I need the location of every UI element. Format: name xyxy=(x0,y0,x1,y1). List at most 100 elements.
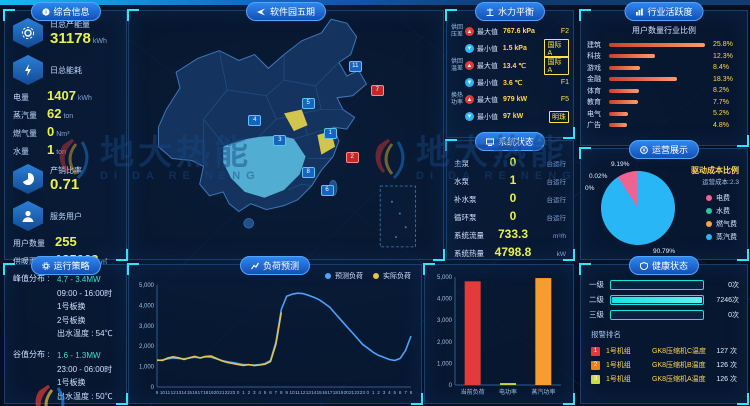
hydraulic-title-pill[interactable]: 水力平衡 xyxy=(474,2,546,21)
panel-strategy: 运行策略 峰值分布 : 4.7 - 3.4MW 09:00 - 16:00时 1号板换… xyxy=(3,256,128,405)
hydraulic-kind: 最大值 xyxy=(477,28,498,36)
alarm-count: 126 次 xyxy=(716,376,737,383)
svg-text:3,000: 3,000 xyxy=(139,324,155,330)
industry-category: 科技 xyxy=(587,53,601,61)
summary-title-pill[interactable]: i 综合信息 xyxy=(30,2,101,21)
summary-block-value: 31178 kWh xyxy=(50,30,107,47)
hydraulic-kind: 最大值 xyxy=(477,96,498,104)
industry-percent: 18.3% xyxy=(713,75,733,83)
forecast-title-pill[interactable]: 负荷预测 xyxy=(239,256,311,275)
pie-legend-item[interactable]: 燃气费 xyxy=(706,219,737,229)
summary-row: 燃气量 0 Nm³ xyxy=(13,124,118,139)
map-marker[interactable]: 5 xyxy=(301,97,315,109)
health-level-label: 一级 xyxy=(589,280,604,289)
legend-swatch-icon xyxy=(706,195,712,201)
svg-text:20: 20 xyxy=(214,390,220,395)
pie-legend-item[interactable]: 水费 xyxy=(706,206,737,216)
industry-percent: 5.2% xyxy=(713,110,729,118)
rank-badge: 2 xyxy=(591,360,600,370)
system-row: 系统流量 733.3 m³/h xyxy=(447,225,573,243)
summary-row-unit: Nm³ xyxy=(56,131,70,138)
balance-icon xyxy=(486,8,494,16)
svg-text:8: 8 xyxy=(280,390,283,395)
industry-bar-row: 科技 12.3% xyxy=(581,51,747,63)
strategy-title-pill[interactable]: 运行策略 xyxy=(30,256,101,275)
svg-text:11: 11 xyxy=(295,390,300,395)
hydraulic-tag: F5 xyxy=(560,96,569,103)
system-row-unit: 台运行 xyxy=(546,215,567,222)
svg-text:当前负荷: 当前负荷 xyxy=(461,388,485,396)
map-marker[interactable]: 2 xyxy=(345,152,359,164)
south-china-sea-inset xyxy=(379,185,416,248)
industry-bar-row: 体育 8.2% xyxy=(581,85,747,97)
industry-bar-track xyxy=(609,88,709,93)
forecast-legend-item[interactable]: 预测负荷 xyxy=(325,271,363,281)
system-row-label: 水泵 xyxy=(454,177,469,186)
svg-text:0: 0 xyxy=(449,383,453,389)
hydraulic-row: 供回压差 ▲ 最大值 767.6 kPa F2 xyxy=(447,23,573,40)
forecast-legend-item[interactable]: 实际负荷 xyxy=(373,271,411,281)
svg-text:16: 16 xyxy=(322,390,328,395)
industry-category: 教育 xyxy=(587,99,601,107)
health-level-label: 二级 xyxy=(589,295,604,304)
industry-bar-track xyxy=(609,100,709,105)
site-pill[interactable]: 软件园五期 xyxy=(245,2,327,21)
pie-chart-title: 驱动成本比例 xyxy=(691,166,739,175)
industry-bar xyxy=(609,42,705,47)
svg-text:21: 21 xyxy=(349,390,355,395)
pie-callout: 0% xyxy=(585,185,595,192)
system-row-value: 733.3 xyxy=(497,227,529,241)
map-marker[interactable]: 7 xyxy=(370,85,384,97)
coin-icon: ¥ xyxy=(640,145,648,154)
svg-text:17: 17 xyxy=(327,390,333,395)
line-chart-icon xyxy=(251,262,259,269)
hydraulic-tag: 国际A xyxy=(544,56,569,75)
monitor-icon xyxy=(485,138,494,146)
svg-text:19: 19 xyxy=(338,390,344,395)
summary-row-label: 用户数量 xyxy=(13,239,45,248)
hydraulic-group-label: 供回压差 xyxy=(451,24,464,38)
summary-block-text: 产销比率 0.71 xyxy=(50,165,82,193)
hydraulic-row: ▼ 最小值 3.6 ℃ F1 xyxy=(447,74,573,91)
summary-block-text: 日总能耗 xyxy=(50,65,82,76)
map-marker[interactable]: 3 xyxy=(273,135,287,146)
summary-row-label: 电量 xyxy=(13,93,29,102)
hydraulic-group-label: 供回温差 xyxy=(451,58,464,72)
pie-legend-item[interactable]: 蒸汽费 xyxy=(706,232,737,242)
map-marker[interactable]: 6 xyxy=(320,184,334,196)
panel-industry-activity: 行业活跃度 用户数量行业比例 建筑 25.8% 科技 12.3% 游戏 8.4% 金融 18.… xyxy=(579,2,749,147)
system-row-label: 系统热量 xyxy=(454,249,484,258)
svg-text:6: 6 xyxy=(399,390,402,395)
system-row: 主泵 0 台运行 xyxy=(447,153,573,171)
industry-title-pill[interactable]: 行业活跃度 xyxy=(624,2,704,21)
industry-percent: 8.4% xyxy=(713,64,729,72)
svg-text:14: 14 xyxy=(311,390,317,395)
industry-bar xyxy=(609,100,638,105)
summary-row-value: 1 ton xyxy=(47,142,66,157)
system-title-pill[interactable]: 系统状态 xyxy=(474,132,546,151)
top-accent-bar xyxy=(0,0,750,5)
map-marker[interactable]: 4 xyxy=(248,115,262,127)
hainan xyxy=(243,218,254,229)
alarm-unit-name: 1号机组 xyxy=(606,362,631,369)
system-row: 水泵 1 台运行 xyxy=(447,171,573,189)
alarm-rank-row: 3 1号机组 GK8压缩机A温度 126 次 xyxy=(581,370,747,384)
map-marker[interactable]: 8 xyxy=(301,167,315,179)
gear-icon xyxy=(41,261,50,270)
cost-title-pill[interactable]: ¥ 运营展示 xyxy=(628,140,700,159)
power-bar-chart: 0 1,000 2,000 3,000 4,000 5,000 当前负荷 电功率 蒸汽功率 xyxy=(437,275,561,396)
system-row: 补水泵 0 台运行 xyxy=(447,189,573,207)
industry-bar-track xyxy=(609,42,709,47)
svg-text:5: 5 xyxy=(264,390,267,395)
svg-text:17: 17 xyxy=(198,390,204,395)
health-title-pill[interactable]: 健康状态 xyxy=(628,256,700,275)
summary-block-text: 日总产能量 31178 kWh xyxy=(50,19,107,47)
system-row-label: 系统流量 xyxy=(454,231,484,240)
system-row-unit: 台运行 xyxy=(546,197,567,204)
map-marker[interactable]: 11 xyxy=(348,60,362,72)
summary-block: 产销比率 0.71 xyxy=(13,164,126,194)
china-map[interactable] xyxy=(129,11,443,259)
pie-legend-item[interactable]: 电费 xyxy=(706,193,737,203)
map-marker[interactable]: 1 xyxy=(323,127,337,139)
